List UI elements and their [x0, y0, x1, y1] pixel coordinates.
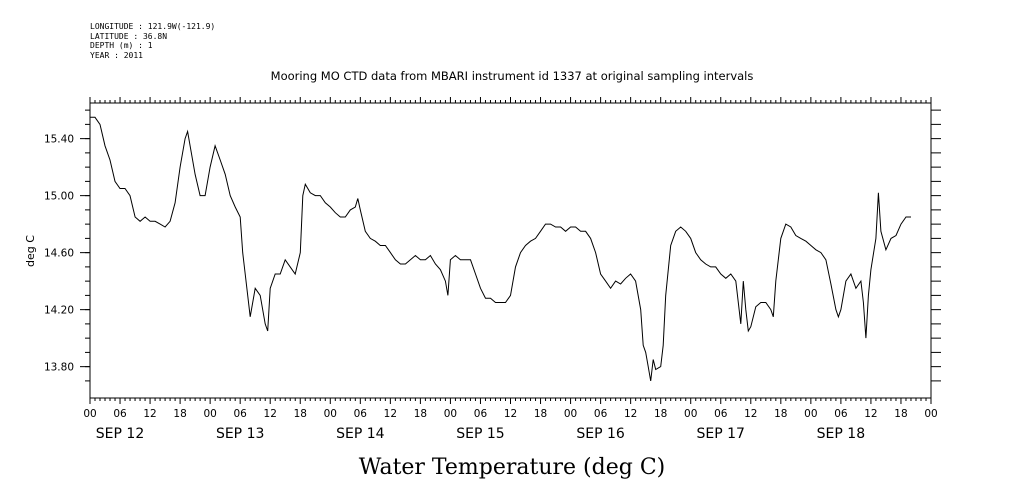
x-tick-label: 12: [504, 408, 517, 420]
day-label: SEP 13: [216, 426, 264, 442]
x-tick-label: 12: [744, 408, 757, 420]
x-tick-label: 00: [324, 408, 337, 420]
x-tick-label: 18: [173, 408, 186, 420]
day-label: SEP 14: [336, 426, 385, 442]
y-axis-label: deg C: [24, 235, 37, 267]
y-tick-label: 13.80: [44, 362, 74, 374]
y-tick-label: 15.40: [44, 134, 74, 146]
x-tick-label: 06: [233, 408, 247, 420]
x-tick-label: 00: [924, 408, 937, 420]
longitude-label: LONGITUDE : 121.9W(-121.9): [90, 22, 216, 31]
x-tick-label: 12: [384, 408, 397, 420]
x-tick-label: 00: [203, 408, 216, 420]
x-tick-label: 00: [83, 408, 96, 420]
x-tick-label: 12: [143, 408, 156, 420]
x-tick-label: 18: [294, 408, 307, 420]
series-line: [90, 116, 911, 381]
day-label: SEP 15: [456, 426, 504, 442]
x-tick-label: 18: [654, 408, 667, 420]
chart-title: Mooring MO CTD data from MBARI instrumen…: [271, 69, 754, 83]
x-tick-label: 12: [624, 408, 637, 420]
x-tick-label: 00: [684, 408, 697, 420]
day-label: SEP 12: [96, 426, 144, 442]
x-tick-label: 00: [564, 408, 577, 420]
x-tick-label: 06: [714, 408, 728, 420]
x-tick-label: 06: [834, 408, 848, 420]
latitude-label: LATITUDE : 36.8N: [90, 31, 168, 41]
x-tick-label: 18: [414, 408, 427, 420]
x-tick-label: 06: [354, 408, 368, 420]
x-tick-label: 00: [804, 408, 817, 420]
x-tick-label: 18: [534, 408, 547, 420]
x-tick-label: 06: [474, 408, 488, 420]
x-tick-label: 12: [864, 408, 877, 420]
y-tick-label: 14.60: [44, 248, 74, 260]
depth-label: DEPTH (m) : 1: [90, 41, 153, 50]
y-tick-label: 14.20: [44, 305, 74, 317]
day-label: SEP 18: [817, 426, 865, 442]
x-tick-label: 18: [774, 408, 787, 420]
y-tick-label: 15.00: [44, 191, 74, 203]
metadata-block: LONGITUDE : 121.9W(-121.9) LATITUDE : 36…: [90, 22, 215, 60]
x-tick-label: 06: [594, 408, 608, 420]
day-label: SEP 16: [576, 426, 625, 442]
x-tick-label: 12: [264, 408, 277, 420]
x-tick-label: 06: [113, 408, 127, 420]
x-axis-label: Water Temperature (deg C): [359, 455, 666, 480]
x-tick-label: 00: [444, 408, 457, 420]
year-label: YEAR : 2011: [90, 50, 143, 60]
x-tick-label: 18: [894, 408, 907, 420]
day-label: SEP 17: [697, 426, 745, 442]
